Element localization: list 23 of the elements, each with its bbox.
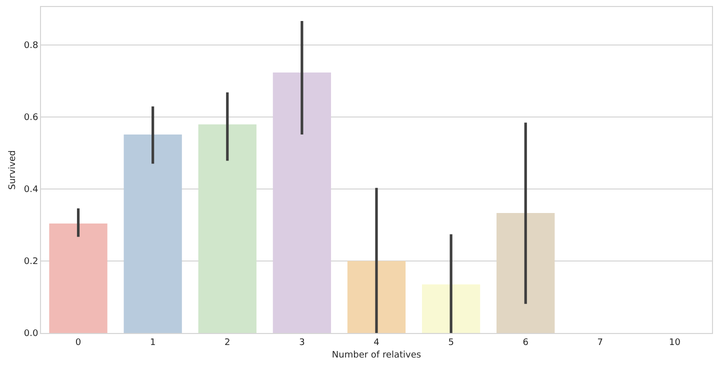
x-tick-label: 1 [150,338,156,348]
x-tick-label: 5 [448,338,454,348]
bar [124,134,182,333]
y-tick-label: 0.6 [24,113,38,124]
x-tick-label: 7 [597,338,604,348]
bar [49,223,108,333]
x-tick-label: 4 [374,338,380,348]
y-tick-label: 0.4 [24,185,38,196]
y-tick-label: 0.0 [24,329,38,340]
x-tick-label: 6 [522,338,529,348]
x-tick-label: 10 [668,338,681,348]
bar [347,260,406,333]
y-axis-title: Survived [8,150,18,190]
x-tick-label: 3 [299,338,305,348]
bar [272,72,332,333]
bar [198,124,256,333]
y-tick-label: 0.8 [24,40,38,51]
x-tick-label: 0 [75,338,82,348]
y-tick-label: 0.2 [24,257,38,268]
x-tick-label: 2 [224,338,230,348]
x-axis-title: Number of relatives [332,350,422,361]
bar [496,213,555,333]
bar [422,284,480,333]
